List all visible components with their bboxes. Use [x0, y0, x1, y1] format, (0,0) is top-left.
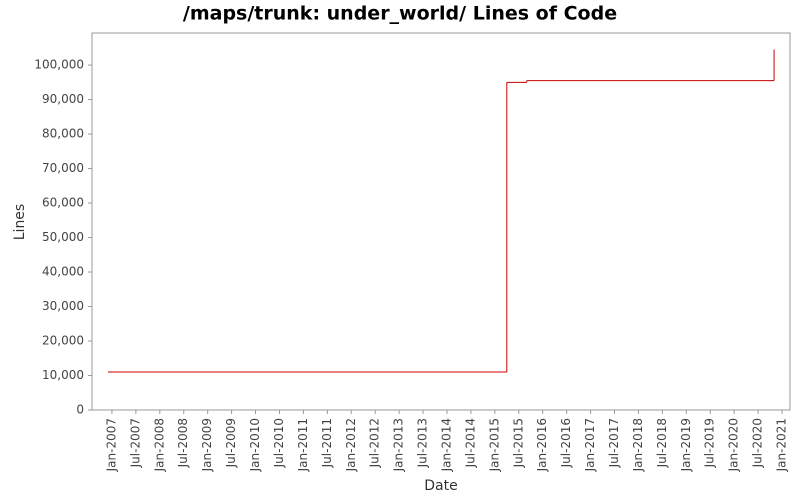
y-tick-label: 50,000	[42, 230, 84, 244]
y-tick-label: 60,000	[42, 196, 84, 210]
x-tick-label: Jan-2020	[727, 418, 741, 472]
x-tick-label: Jan-2017	[583, 418, 597, 472]
x-tick-label: Jul-2018	[655, 418, 669, 468]
x-tick-label: Jul-2019	[703, 418, 717, 468]
plot-area	[91, 32, 791, 411]
x-tick-label: Jan-2011	[296, 418, 310, 472]
x-tick-label: Jan-2016	[535, 418, 549, 472]
x-tick-label: Jan-2021	[775, 418, 789, 472]
y-tick-label: 0	[76, 403, 84, 417]
x-tick-label: Jul-2007	[128, 418, 142, 468]
x-tick-label: Jul-2010	[272, 418, 286, 468]
x-axis-label: Date	[424, 478, 457, 494]
x-tick-label: Jan-2018	[631, 418, 645, 472]
y-tick-label: 30,000	[42, 299, 84, 313]
x-tick-label: Jul-2008	[176, 418, 190, 468]
y-tick-label: 70,000	[42, 161, 84, 175]
x-tick-label: Jul-2017	[607, 418, 621, 468]
x-tick-label: Jul-2016	[559, 418, 573, 468]
x-tick-label: Jul-2012	[368, 418, 382, 468]
x-tick-label: Jan-2013	[392, 418, 406, 472]
x-tick-label: Jan-2019	[679, 418, 693, 472]
x-tick-label: Jul-2009	[224, 418, 238, 468]
x-tick-label: Jan-2009	[200, 418, 214, 472]
y-tick-label: 20,000	[42, 334, 84, 348]
y-tick-label: 40,000	[42, 265, 84, 279]
x-tick-label: Jan-2008	[152, 418, 166, 472]
x-tick-label: Jan-2012	[344, 418, 358, 472]
y-tick-label: 90,000	[42, 92, 84, 106]
x-tick-label: Jul-2013	[416, 418, 430, 468]
x-tick-label: Jul-2011	[320, 418, 334, 468]
y-tick-label: 100,000	[34, 58, 84, 72]
x-tick-label: Jul-2015	[511, 418, 525, 468]
x-tick-label: Jul-2020	[751, 418, 765, 468]
y-tick-label: 10,000	[42, 368, 84, 382]
x-tick-label: Jul-2014	[463, 418, 477, 468]
x-tick-label: Jan-2010	[248, 418, 262, 472]
y-tick-label: 80,000	[42, 127, 84, 141]
x-tick-label: Jan-2007	[104, 418, 118, 472]
x-tick-label: Jan-2014	[439, 418, 453, 472]
chart-title: /maps/trunk: under_world/ Lines of Code	[183, 3, 617, 25]
y-axis-label: Lines	[12, 204, 28, 240]
x-tick-label: Jan-2015	[487, 418, 501, 472]
